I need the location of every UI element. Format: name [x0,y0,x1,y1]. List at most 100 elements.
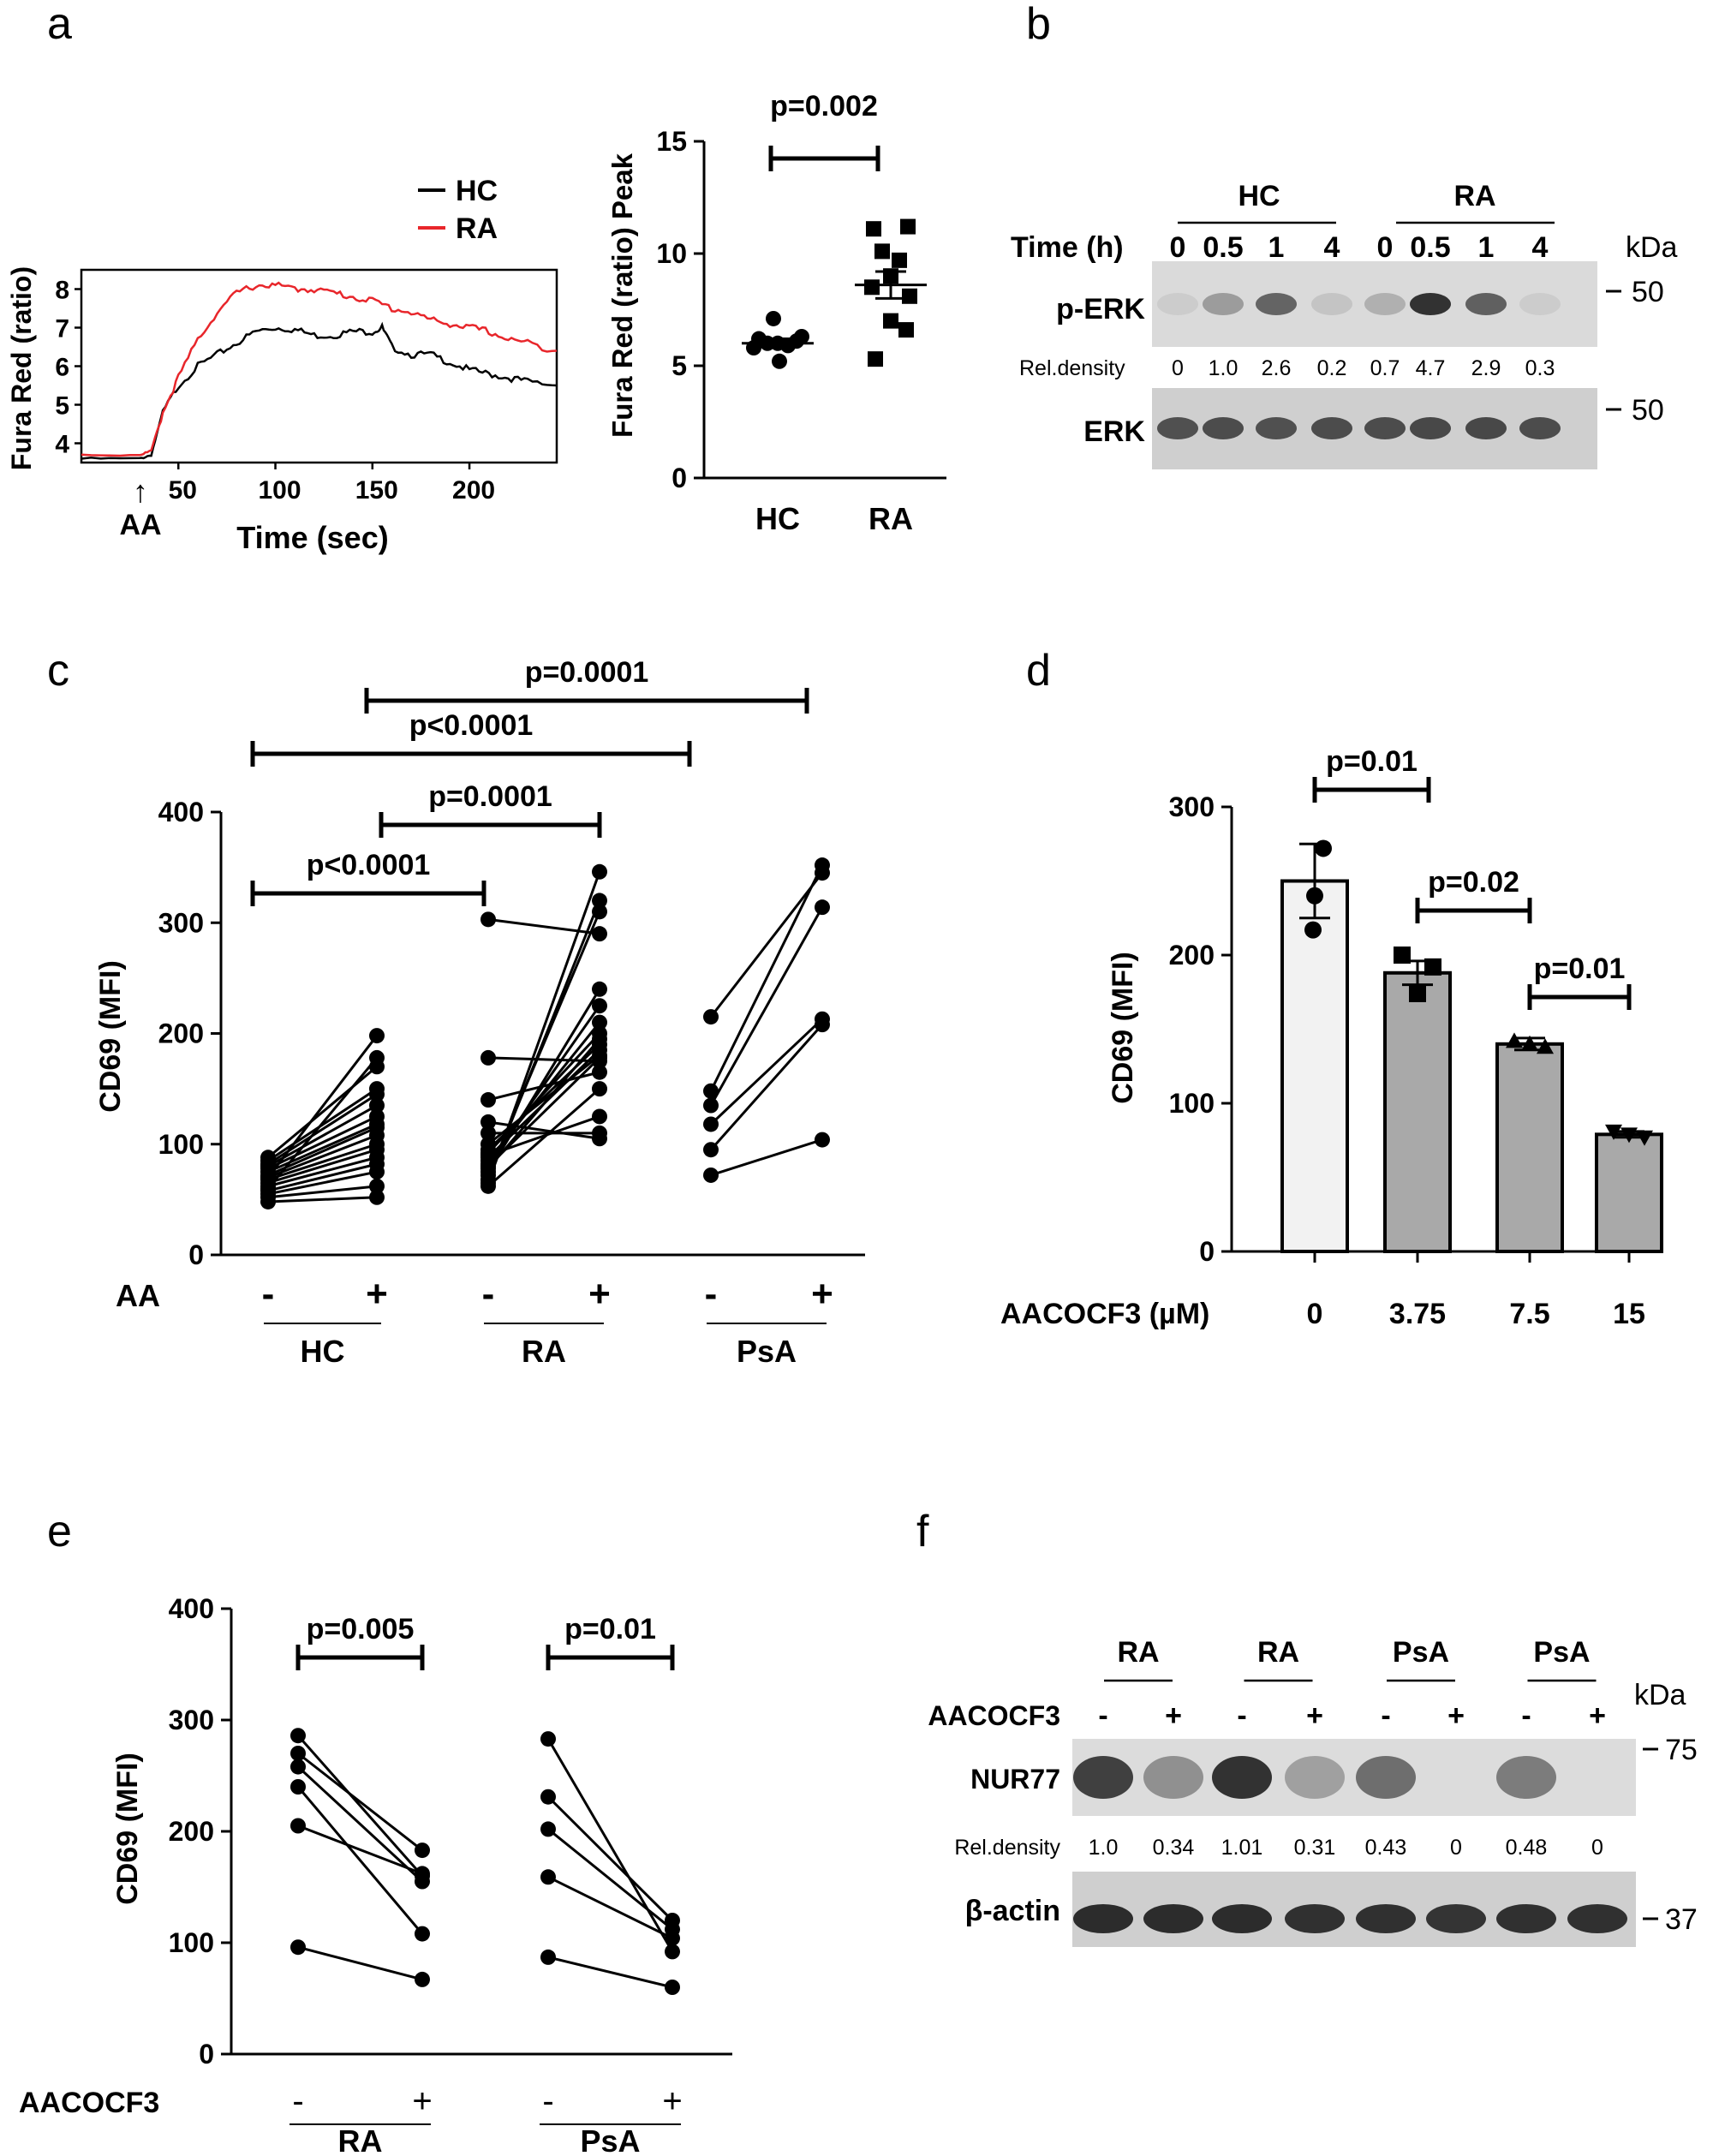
x-tick-label: 7.5 [1509,1298,1549,1330]
data-point-ra [883,313,898,329]
data-point [540,1821,556,1837]
bracket-ra: p=0.005 [295,1613,425,1670]
p-value-label: p=0.005 [307,1613,415,1645]
pair-line-hc [267,1185,378,1199]
band-erk [1256,417,1297,439]
pair-line-hc [266,1056,379,1190]
pair-line-hc [267,1104,378,1168]
group-label-hc: HC [1238,180,1280,212]
pair-line-ra [487,1087,600,1187]
time-label: 0.5 [1203,231,1243,264]
y-tick-label: 100 [1169,1088,1215,1119]
band-nur77 [1356,1756,1416,1799]
group-label-ra: RA [522,1334,566,1369]
data-point [415,1866,430,1882]
p-value-label: p=0.0001 [428,780,552,813]
y-tick-label: 200 [158,1018,204,1049]
series-line-ra [81,281,558,457]
data-point [815,1017,830,1033]
bar-0 [1280,879,1349,1253]
data-point [480,1114,496,1130]
panel-e-cd69-chart: 0 100 200 300 400 p=0.005 p=0.01 - + RA - + PsA CD… [19,1593,732,2156]
band-actin [1567,1904,1627,1933]
y-tick-label: 6 [55,354,69,382]
data-point [592,1030,607,1047]
condition-label: + [1306,1699,1323,1732]
pair-line-hc [267,1156,378,1188]
time-label: Time (h) [1011,231,1124,264]
data-point [703,1097,719,1114]
density-value: 2.9 [1471,356,1501,380]
y-tick-label: 400 [158,797,204,827]
p-value-label: p<0.0001 [409,709,534,742]
band-nur77 [1496,1756,1556,1799]
x-tick-ra: RA [868,501,913,536]
x-tick-label: 200 [452,476,495,505]
condition-plus: + [662,2082,682,2120]
density-value: 0.43 [1365,1836,1407,1860]
data-point [1521,1035,1538,1051]
y-tick-label: 0 [199,2039,214,2069]
pair-line-hc [267,1170,378,1196]
kda-label: kDa [1626,231,1678,264]
pair-line-hc [267,1123,378,1174]
pair-line-ra [487,1115,600,1157]
significance-bracket: p=0.002 [768,90,880,171]
pair-line-psa [709,872,824,1018]
group-label-hc: HC [301,1334,345,1369]
bracket-0-vs-3-75: p=0.01 [1312,745,1431,803]
condition-label: - [1237,1699,1246,1732]
data-point [369,1028,385,1044]
density-value: 0 [1172,356,1184,380]
condition-minus: - [542,2082,553,2120]
bar-15 [1595,1132,1663,1253]
data-point [480,1147,496,1163]
y-tick-label: 300 [158,907,204,938]
data-point [815,899,830,916]
y-axis-label: CD69 (MFI) [111,1753,144,1905]
row-label-actin: β-actin [965,1895,1060,1927]
panel-b-western-blot: HC RA Time (h) kDa 0 0.5 1 4 0 0.5 1 4 p-ERK ER… [1011,180,1678,469]
y-tick-label: 10 [656,238,687,269]
data-point [592,1064,607,1080]
data-point [703,1083,719,1099]
p-value-label: p=0.002 [770,90,878,122]
data-point [540,1869,556,1885]
pair-line-hc [266,1035,379,1179]
band-actin [1073,1904,1133,1933]
data-point-hc [794,328,809,344]
band-erk [1364,417,1406,439]
data-point-hc [766,310,781,326]
data-point [1424,958,1441,976]
data-point-ra [892,252,907,268]
pair-line-psa [547,1828,673,1931]
density-label: Rel.density [1019,356,1125,380]
y-tick-label: 200 [169,1816,214,1847]
pair-line-psa [709,864,824,1092]
data-point [1620,1127,1638,1144]
aa-annotation: AA [119,509,161,541]
data-point [480,1092,496,1108]
data-point [1304,921,1322,939]
density-label-f: Rel.density [954,1836,1060,1860]
time-label: 4 [1324,231,1340,264]
aacocf3-label: AACOCF3 [928,1700,1060,1731]
data-point [703,1142,719,1158]
data-point-ra [898,322,914,338]
aa-arrow-icon: ↑ [133,474,148,509]
group-label-ra: RA [1453,180,1495,212]
band-erk [1311,417,1352,439]
marker-p-erk: 50 [1632,276,1664,308]
data-point-ra [864,279,880,296]
data-point-ra [874,243,890,260]
density-value: 4.7 [1416,356,1446,380]
panel-a-trace-chart: 4 5 6 7 8 50 100 150 200 Fura Red (ratio) Time … [6,175,558,555]
density-value: 0 [1450,1836,1462,1860]
marker-erk: 50 [1632,394,1664,427]
data-point [290,1746,306,1761]
density-value: 0.2 [1317,356,1347,380]
density-value: 0.34 [1153,1836,1195,1860]
data-point [1636,1130,1653,1146]
bracket-psa: p=0.01 [546,1613,675,1670]
pair-line-hc [267,1115,378,1170]
